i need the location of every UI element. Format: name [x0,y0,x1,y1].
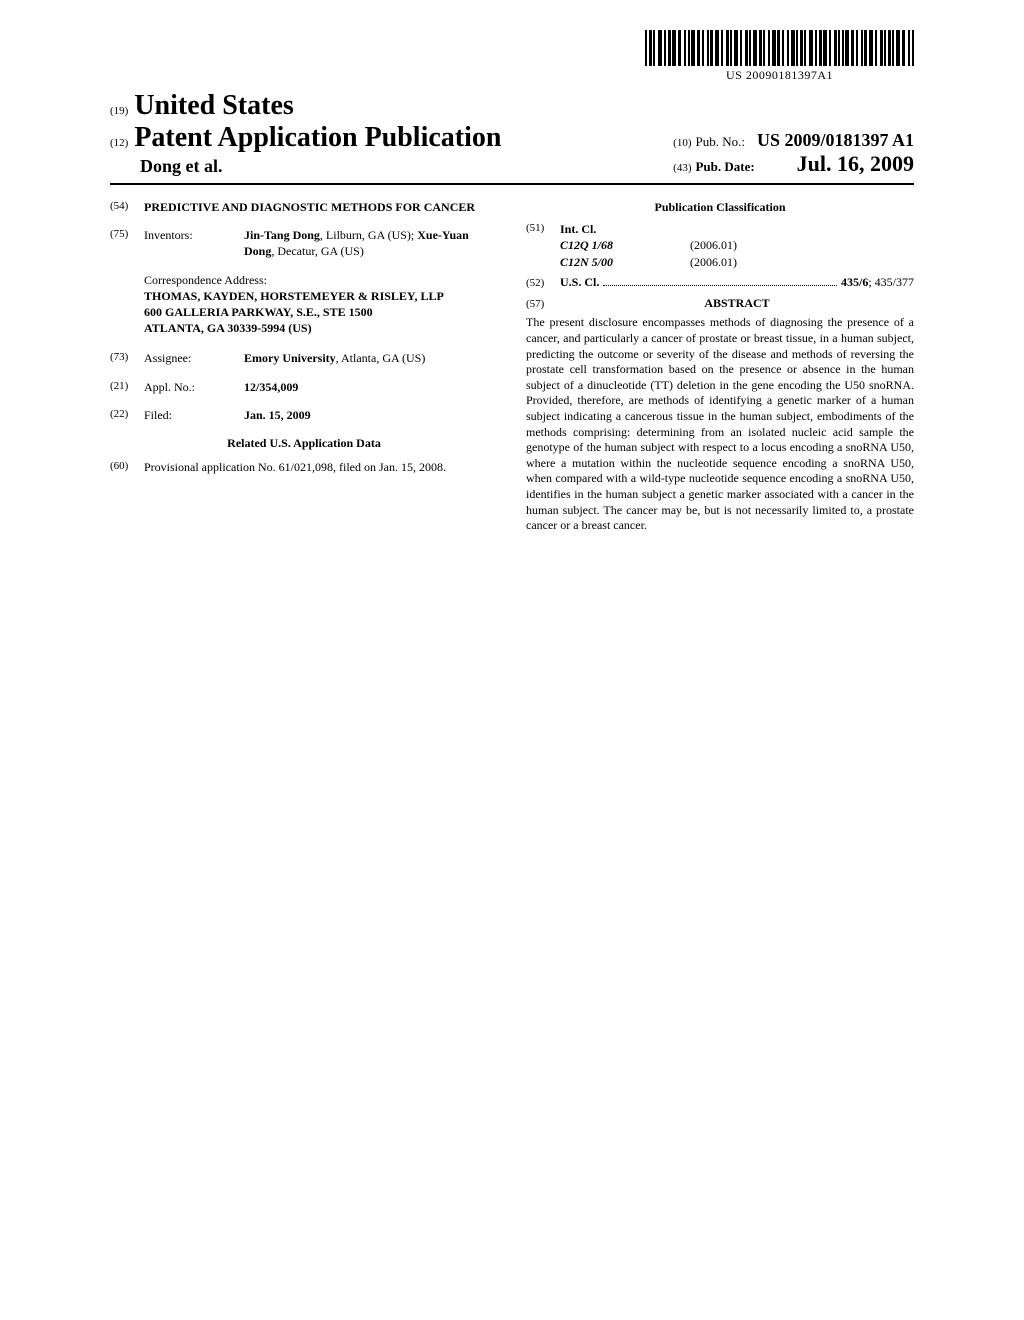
inventors-value: Jin-Tang Dong, Lilburn, GA (US); Xue-Yua… [244,227,498,259]
inid-code-52: (52) [526,276,560,291]
uscl-primary: 435/6 [841,274,868,290]
correspondence-addr2: ATLANTA, GA 30339-5994 (US) [144,320,498,336]
uscl-leader-dots [603,285,837,286]
related-apps-heading: Related U.S. Application Data [110,435,498,451]
inid-code-51: (51) [526,221,560,270]
filed-label: Filed: [144,407,244,423]
uscl-label: U.S. Cl. [560,274,599,290]
inid-code-57: (57) [526,297,560,312]
appl-no-value: 12/354,009 [244,379,498,395]
assignee-value: Emory University, Atlanta, GA (US) [244,350,498,366]
intcl-label: Int. Cl. [560,221,780,237]
pub-no-label: Pub. No.: [695,134,744,149]
inid-code-73: (73) [110,350,144,366]
uscl-secondary: ; 435/377 [868,274,914,290]
intcl-code-1: C12N 5/00 [560,254,690,270]
barcode-text: US 20090181397A1 [645,68,914,83]
inid-code-43: (43) [673,162,691,174]
pub-date-label: Pub. Date: [695,159,754,174]
inid-code-54: (54) [110,199,144,215]
inid-code-75: (75) [110,227,144,259]
filed-date: Jan. 15, 2009 [244,407,498,423]
inid-code-60: (60) [110,459,144,475]
country: United States [134,90,293,122]
right-column: Publication Classification (51) Int. Cl.… [526,199,914,534]
inid-code-22: (22) [110,407,144,423]
abstract-heading: ABSTRACT [560,295,914,311]
document-header: (19) United States (12) Patent Applicati… [110,90,914,177]
publication-date: Jul. 16, 2009 [797,151,914,177]
assignee-label: Assignee: [144,350,244,366]
inid-code-19: (19) [110,105,128,117]
intcl-year-1: (2006.01) [690,254,780,270]
inventors-label: Inventors: [144,227,244,259]
correspondence-label: Correspondence Address: [144,272,498,288]
inid-code-10: (10) [673,137,691,149]
classification-heading: Publication Classification [526,199,914,215]
left-column: (54) PREDICTIVE AND DIAGNOSTIC METHODS F… [110,199,498,534]
appl-no-label: Appl. No.: [144,379,244,395]
publication-type: Patent Application Publication [134,122,501,154]
correspondence-name: THOMAS, KAYDEN, HORSTEMEYER & RISLEY, LL… [144,288,498,304]
barcode-region: US 20090181397A1 [110,30,914,84]
correspondence-addr1: 600 GALLERIA PARKWAY, S.E., STE 1500 [144,304,498,320]
abstract-text: The present disclosure encompasses metho… [526,315,914,533]
authors: Dong et al. [140,156,501,177]
intcl-year-0: (2006.01) [690,237,780,253]
intcl-code-0: C12Q 1/68 [560,237,690,253]
barcode-bars [645,30,914,66]
inid-code-21: (21) [110,379,144,395]
inid-code-12: (12) [110,137,128,149]
header-rule [110,183,914,185]
publication-number: US 2009/0181397 A1 [757,130,914,150]
provisional-app: Provisional application No. 61/021,098, … [144,459,498,475]
invention-title: PREDICTIVE AND DIAGNOSTIC METHODS FOR CA… [144,199,498,215]
